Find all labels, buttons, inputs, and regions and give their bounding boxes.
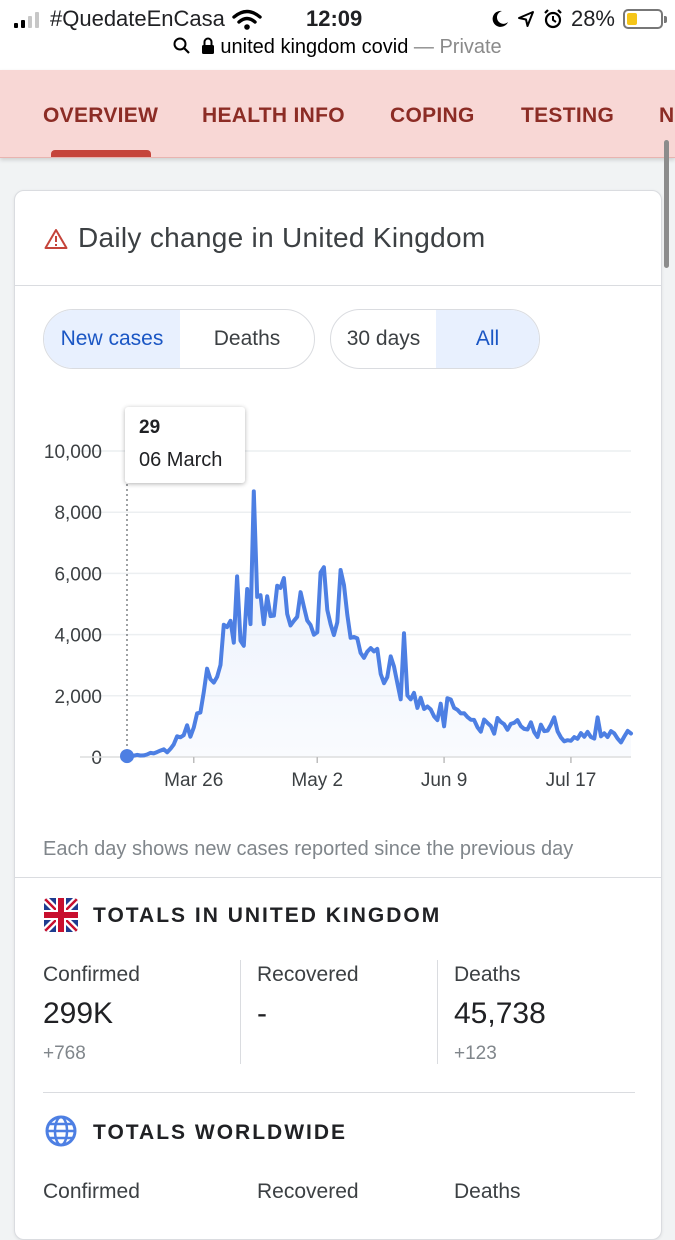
series-line — [125, 489, 633, 759]
stat-separator — [240, 960, 241, 1064]
x-tick-label: Jun 9 — [421, 770, 467, 791]
warning-icon — [44, 229, 68, 249]
wifi-icon — [232, 9, 262, 30]
uk-recovered-stat: Recovered - — [257, 963, 359, 1031]
moon-icon — [492, 10, 508, 27]
new-cases-toggle[interactable]: New cases — [44, 310, 180, 368]
title-divider — [15, 285, 661, 286]
status-bar: #QuedateEnCasa 12:09 28% united kingdom … — [0, 0, 675, 70]
chart-tooltip: 29 06 March — [125, 407, 245, 483]
alarm-icon — [544, 9, 562, 29]
deaths-label: Deaths — [454, 1180, 521, 1203]
metric-toggle: New cases Deaths — [43, 309, 315, 369]
confirmed-label: Confirmed — [43, 1180, 140, 1203]
totals-world-heading: TOTALS WORLDWIDE — [93, 1121, 348, 1144]
stat-separator — [437, 960, 438, 1064]
deaths-value: 45,738 — [454, 997, 546, 1030]
highlighted-point — [120, 749, 134, 764]
daily-cases-chart[interactable]: 10,000 8,000 6,000 4,000 2,000 0 Mar 26 May 2 Ju… — [0, 395, 675, 805]
uk-deaths-stat: Deaths 45,738 +123 — [454, 963, 546, 1065]
tooltip-date: 06 March — [139, 449, 223, 471]
deaths-toggle[interactable]: Deaths — [213, 327, 281, 350]
recovered-label: Recovered — [257, 963, 359, 986]
url-separator: — — [413, 36, 434, 58]
tab-coping[interactable]: COPING — [390, 104, 475, 127]
y-tick-label: 4,000 — [54, 626, 102, 647]
clock: 12:09 — [306, 6, 363, 31]
location-icon — [517, 11, 534, 27]
active-tab-indicator — [51, 150, 151, 157]
confirmed-value: 299K — [43, 997, 114, 1030]
uk-confirmed-stat: Confirmed 299K +768 — [43, 963, 140, 1065]
y-tick-label: 0 — [91, 748, 102, 769]
tab-next-partial[interactable]: N — [659, 104, 675, 127]
y-tick-label: 8,000 — [54, 503, 102, 524]
30-days-toggle[interactable]: 30 days — [346, 327, 421, 350]
confirmed-delta: +768 — [43, 1043, 86, 1064]
tab-overview[interactable]: OVERVIEW — [43, 104, 159, 127]
y-tick-label: 6,000 — [54, 564, 102, 585]
recovered-label: Recovered — [257, 1180, 359, 1203]
x-tick-label: Jul 17 — [546, 770, 597, 791]
deaths-delta: +123 — [454, 1043, 497, 1064]
tab-health-info[interactable]: HEALTH INFO — [202, 104, 345, 127]
deaths-label: Deaths — [454, 963, 521, 986]
world-deaths-stat: Deaths — [454, 1180, 521, 1204]
private-mode-label: Private — [439, 36, 502, 58]
uk-flag-icon — [44, 898, 78, 932]
tooltip-value: 29 — [139, 417, 161, 438]
y-tick-label: 10,000 — [44, 442, 102, 463]
tab-bar: OVERVIEW HEALTH INFO COPING TESTING N — [0, 70, 675, 158]
chart-caption: Each day shows new cases reported since … — [43, 838, 574, 860]
x-tick-label: May 2 — [291, 770, 343, 791]
carrier-name: #QuedateEnCasa — [50, 6, 225, 31]
recovered-value: - — [257, 997, 267, 1030]
totals-uk-heading: TOTALS IN UNITED KINGDOM — [93, 904, 442, 927]
y-tick-label: 2,000 — [54, 687, 102, 708]
page-scrollbar[interactable] — [664, 140, 669, 268]
lock-icon — [201, 37, 214, 54]
search-icon — [173, 37, 191, 54]
url-query: united kingdom covid — [220, 36, 409, 58]
range-toggle: 30 days All — [330, 309, 540, 369]
battery-percent: 28% — [570, 6, 615, 31]
url-bar[interactable]: united kingdom covid — Private — [0, 36, 675, 59]
caption-divider — [15, 877, 661, 878]
globe-icon — [45, 1115, 77, 1147]
signal-icon — [14, 12, 39, 28]
card-title: Daily change in United Kingdom — [78, 222, 486, 253]
confirmed-label: Confirmed — [43, 963, 140, 986]
totals-divider — [43, 1092, 635, 1093]
x-tick-label: Mar 26 — [164, 770, 223, 791]
world-recovered-stat: Recovered — [257, 1180, 359, 1204]
battery-icon — [623, 9, 667, 29]
world-confirmed-stat: Confirmed — [43, 1180, 140, 1204]
all-range-toggle[interactable]: All — [436, 310, 539, 368]
tab-testing[interactable]: TESTING — [521, 104, 615, 127]
